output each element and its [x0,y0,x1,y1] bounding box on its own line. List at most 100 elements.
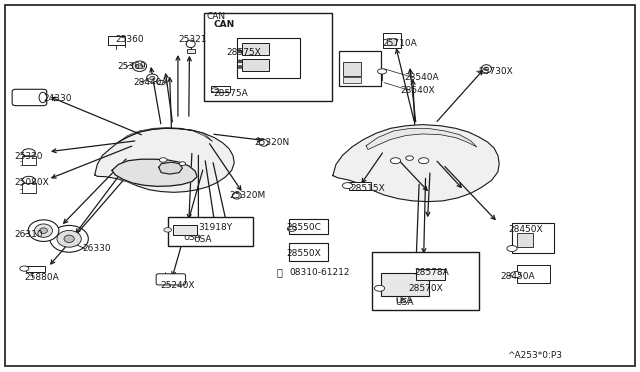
Text: 26310: 26310 [14,230,43,239]
Circle shape [157,80,165,85]
Text: 28540A: 28540A [404,73,439,82]
Text: 08310-61212: 08310-61212 [289,268,350,277]
Polygon shape [118,128,212,142]
Ellipse shape [150,76,155,80]
Text: 25321: 25321 [178,35,207,44]
Bar [381,273,429,296]
Text: Ⓢ: Ⓢ [276,267,282,277]
Ellipse shape [28,220,59,241]
Circle shape [287,226,296,231]
Bar [383,33,401,48]
Circle shape [378,69,387,74]
Text: 28450X: 28450X [509,225,543,234]
Bar [242,43,269,55]
Text: 25240X: 25240X [160,281,195,290]
Bar [517,232,533,247]
Text: 26330: 26330 [82,244,111,253]
Text: CAN: CAN [213,20,234,29]
Text: USA: USA [396,298,414,307]
Bar [343,62,361,76]
Circle shape [511,272,521,278]
Text: CAN: CAN [206,12,225,20]
Bar [173,225,197,235]
Bar [512,223,554,253]
Polygon shape [95,128,234,192]
Text: 25320: 25320 [14,152,43,161]
Bar [22,183,36,193]
Circle shape [22,176,35,184]
Bar [517,265,550,283]
Text: 25710A: 25710A [383,39,417,48]
Text: 31918Y: 31918Y [198,223,232,232]
Text: 28450A: 28450A [500,272,535,280]
Text: 28550X: 28550X [287,249,321,258]
Circle shape [390,158,401,164]
Bar [26,266,45,272]
Bar [416,269,445,280]
Bar [242,59,269,71]
Text: USA: USA [193,235,212,244]
FancyBboxPatch shape [156,274,186,285]
Polygon shape [159,162,182,174]
Ellipse shape [232,192,241,199]
Circle shape [419,158,429,164]
Text: 24330: 24330 [44,94,72,103]
Text: 28575X: 28575X [227,48,261,57]
Bar [237,38,300,78]
Ellipse shape [40,228,47,234]
Bar [204,13,332,101]
Text: 28575A: 28575A [214,89,248,98]
Ellipse shape [35,224,52,237]
Text: USA: USA [184,232,201,241]
Bar [343,77,361,83]
Ellipse shape [147,74,158,82]
Circle shape [374,285,385,291]
Bar [187,49,195,53]
Circle shape [159,158,167,162]
Circle shape [237,50,243,53]
Text: 25320M: 25320M [229,191,266,200]
Ellipse shape [186,40,195,48]
Ellipse shape [136,64,143,69]
Circle shape [164,228,172,232]
Circle shape [342,183,353,189]
Bar [387,38,396,45]
Ellipse shape [50,225,88,252]
Bar [289,219,328,234]
Ellipse shape [39,92,47,103]
Bar [349,182,371,190]
Text: 28570X: 28570X [408,284,443,293]
Text: 25360: 25360 [115,35,144,44]
Text: USA: USA [395,296,412,305]
Text: 25369: 25369 [117,62,146,71]
Ellipse shape [259,140,268,146]
Bar [108,36,125,45]
Circle shape [237,60,243,63]
Text: 25730X: 25730X [479,67,513,76]
Circle shape [406,156,413,160]
FancyBboxPatch shape [12,89,47,106]
Text: 25320N: 25320N [255,138,290,147]
Text: 25080X: 25080X [14,178,49,187]
Text: 28550C: 28550C [287,223,321,232]
Ellipse shape [481,65,492,73]
Bar [22,156,36,165]
Polygon shape [366,128,477,150]
Ellipse shape [57,230,81,247]
Circle shape [179,162,186,166]
Bar [211,86,230,92]
Circle shape [20,266,29,271]
Circle shape [22,149,35,156]
Text: ^A253*0:P3: ^A253*0:P3 [507,351,562,360]
Bar [372,252,479,310]
Bar [289,243,328,261]
Ellipse shape [484,67,489,71]
Circle shape [507,246,517,251]
Circle shape [237,65,243,68]
Text: 25880A: 25880A [24,273,59,282]
Text: 28515X: 28515X [351,185,385,193]
Circle shape [211,88,219,92]
Ellipse shape [132,61,147,71]
Polygon shape [333,125,499,202]
Text: 28540X: 28540X [400,86,435,94]
